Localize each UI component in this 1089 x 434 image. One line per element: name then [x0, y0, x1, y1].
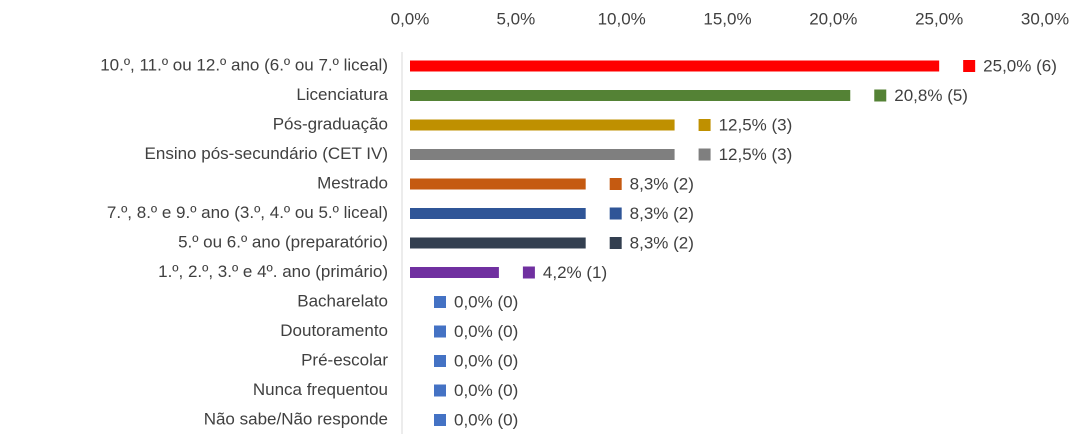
bar — [410, 119, 675, 131]
bar — [410, 149, 675, 160]
x-tick-label: 25,0% — [915, 9, 963, 28]
y-tick-label: Ensino pós-secundário (CET IV) — [145, 144, 388, 163]
value-label: 8,3% (2) — [630, 174, 694, 193]
value-label: 0,0% (0) — [454, 351, 518, 370]
label-key — [434, 296, 446, 308]
y-tick-label: Não sabe/Não responde — [204, 409, 388, 428]
y-tick-label: 10.º, 11.º ou 12.º ano (6.º ou 7.º licea… — [100, 55, 388, 74]
label-key — [609, 178, 622, 190]
value-label: 25,0% (6) — [983, 56, 1057, 75]
x-tick-label: 10,0% — [598, 9, 646, 28]
value-label: 0,0% (0) — [454, 292, 518, 311]
y-tick-label: 7.º, 8.º e 9.º ano (3.º, 4.º ou 5.º lice… — [107, 203, 388, 222]
x-tick-label: 20,0% — [809, 9, 857, 28]
value-label: 12,5% (3) — [719, 145, 793, 164]
x-tick-label: 30,0% — [1021, 9, 1069, 28]
value-label: 20,8% (5) — [894, 86, 968, 105]
value-label: 8,3% (2) — [630, 204, 694, 223]
y-tick-label: Pré-escolar — [301, 350, 388, 369]
bar — [410, 178, 586, 190]
y-tick-label: 1.º, 2.º, 3.º e 4º. ano (primário) — [158, 262, 388, 281]
label-key — [434, 414, 446, 426]
value-label: 4,2% (1) — [543, 263, 607, 282]
label-key — [609, 207, 622, 220]
bar — [410, 60, 940, 72]
label-key — [698, 119, 711, 131]
label-key — [874, 89, 887, 102]
x-tick-label: 0,0% — [391, 9, 430, 28]
bar — [410, 90, 851, 101]
value-label: 12,5% (3) — [719, 115, 793, 134]
value-label: 0,0% (0) — [454, 381, 518, 400]
label-key — [698, 148, 711, 161]
x-tick-label: 15,0% — [703, 9, 751, 28]
label-key — [522, 266, 535, 279]
y-tick-label: 5.º ou 6.º ano (preparatório) — [178, 232, 388, 251]
value-label: 0,0% (0) — [454, 410, 518, 429]
label-key — [434, 325, 446, 338]
y-tick-label: Mestrado — [317, 173, 388, 192]
y-tick-label: Bacharelato — [297, 291, 388, 310]
bar — [410, 267, 499, 278]
bar — [410, 208, 586, 219]
value-label: 8,3% (2) — [630, 233, 694, 252]
bar — [410, 237, 586, 249]
y-tick-label: Licenciatura — [296, 85, 388, 104]
label-key — [434, 355, 446, 367]
label-key — [963, 60, 976, 72]
label-key — [434, 384, 446, 397]
x-tick-label: 5,0% — [496, 9, 535, 28]
label-key — [609, 237, 622, 249]
y-tick-label: Nunca frequentou — [253, 380, 388, 399]
y-tick-label: Doutoramento — [280, 321, 388, 340]
y-tick-label: Pós-graduação — [273, 114, 388, 133]
value-label: 0,0% (0) — [454, 322, 518, 341]
